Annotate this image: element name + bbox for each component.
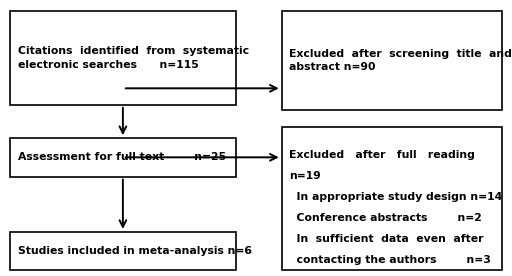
- Text: In  sufficient  data  even  after: In sufficient data even after: [289, 234, 484, 244]
- Text: In appropriate study design n=14: In appropriate study design n=14: [289, 192, 503, 202]
- Text: Studies included in meta-analysis n=6: Studies included in meta-analysis n=6: [18, 246, 252, 256]
- Bar: [10, 11, 236, 105]
- Bar: [282, 11, 502, 110]
- Bar: [282, 127, 502, 270]
- Text: Assessment for full text        n=25: Assessment for full text n=25: [18, 152, 226, 162]
- Text: Conference abstracts        n=2: Conference abstracts n=2: [289, 213, 482, 223]
- Text: Excluded   after   full   reading: Excluded after full reading: [289, 150, 475, 160]
- Text: contacting the authors        n=3: contacting the authors n=3: [289, 255, 491, 265]
- Text: n=19: n=19: [289, 171, 321, 181]
- Text: Citations  identified  from  systematic: Citations identified from systematic: [18, 46, 249, 56]
- Text: Excluded  after  screening  title  and: Excluded after screening title and: [289, 49, 512, 59]
- Bar: [10, 138, 236, 177]
- Text: electronic searches      n=115: electronic searches n=115: [18, 60, 199, 70]
- Text: abstract n=90: abstract n=90: [289, 62, 376, 72]
- Bar: [10, 232, 236, 270]
